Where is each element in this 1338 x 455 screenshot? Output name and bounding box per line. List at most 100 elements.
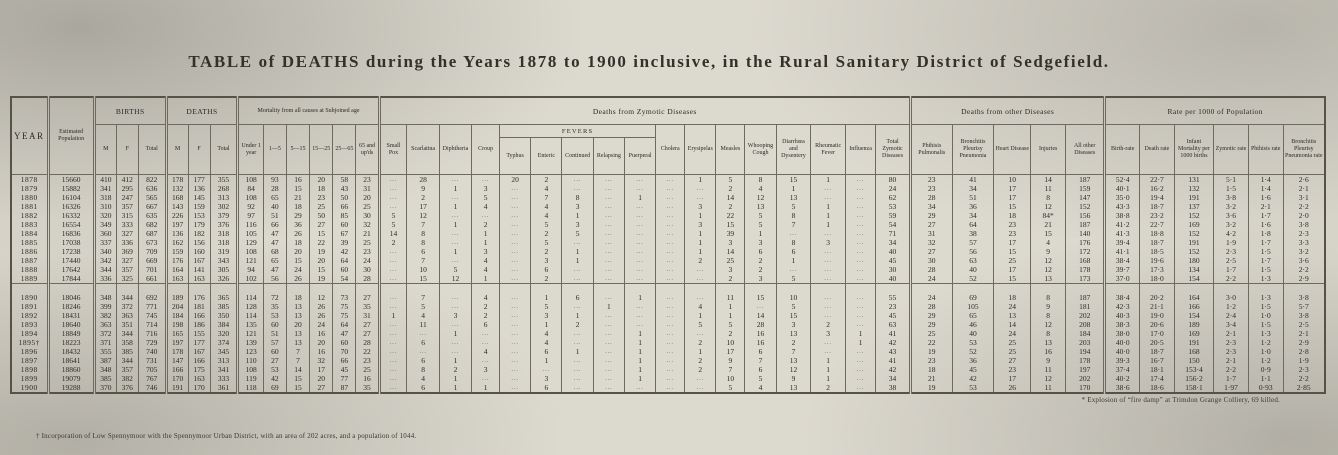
data-cell: 27 [908,247,953,256]
col-header: Influenza [845,124,877,175]
data-cell: 66 [332,356,357,365]
data-cell: 18223 [46,338,95,347]
data-cell: 72 [262,293,287,302]
gap-cell [498,283,532,293]
data-cell: ... [377,247,408,256]
data-cell: 177 [187,338,211,347]
data-cell: 152 [1065,202,1106,211]
data-cell: 23 [875,302,911,311]
data-cell: 66 [262,220,287,229]
data-cell: 1 [438,247,473,256]
gap-cell [845,283,877,293]
data-cell: 2·5 [1282,320,1326,329]
data-cell: 5 [530,220,563,229]
data-cell: ... [406,329,440,338]
data-cell: ... [655,256,686,265]
data-cell: 13 [775,193,812,202]
data-cell: 376 [115,383,139,393]
table-row: 1891 18246 399 372 771 204 181 385 128 35 13 26 75 35… [10,302,1326,311]
data-cell: 21 [1030,220,1067,229]
data-cell: 41·3 [1103,229,1141,238]
data-cell: ... [498,293,532,302]
data-cell: 22 [355,347,380,356]
data-cell: 8 [1030,329,1067,338]
gap-cell [236,283,264,293]
data-cell: 114 [236,293,264,302]
data-cell: 15 [285,374,311,383]
data-cell: 2 [561,320,594,329]
data-cell: 13 [775,329,812,338]
data-cell: 4 [744,383,777,393]
data-cell: ... [377,202,408,211]
data-cell: ... [655,247,686,256]
data-cell: 12 [1030,256,1067,265]
data-cell: 2·8 [1282,347,1326,356]
data-cell: 1 [684,347,717,356]
data-cell: 3 [471,184,500,193]
col-header: All other Diseases [1065,124,1106,175]
col-header: Typhus [498,137,532,175]
gap-cell [655,283,686,293]
data-cell: 187 [1065,293,1106,302]
data-cell: 1 [810,374,847,383]
data-cell: 18 [285,202,311,211]
data-cell: 166 [1173,302,1215,311]
data-cell: 5 [377,220,408,229]
data-cell: 1 [684,174,717,184]
data-cell: 16 [309,329,334,338]
data-cell: 385 [209,302,239,311]
data-cell: 319 [209,247,239,256]
data-cell: 10 [406,265,440,274]
data-cell: 669 [137,256,167,265]
gap-cell [262,283,287,293]
data-cell: 1 [623,329,657,338]
table-row: 1900 19288 370 376 746 191 170 361 118 69 15 27 87 35… [10,383,1326,393]
data-cell: 52 [951,274,995,284]
data-cell: 191 [1173,238,1215,247]
data-cell: 5 [561,229,594,238]
data-cell: 302 [209,202,239,211]
data-cell: 2·1 [1282,184,1326,193]
data-cell: 412 [115,174,139,184]
data-cell: 20 [309,374,334,383]
data-cell: ... [684,293,717,302]
data-cell: 105 [236,229,264,238]
data-cell: 2·2 [1282,202,1326,211]
data-cell: 357 [115,265,139,274]
data-cell: 105 [951,302,995,311]
data-cell: 1 [438,184,473,193]
data-cell: 1 [561,311,594,320]
data-cell: 23 [993,229,1032,238]
data-cell: 186 [187,320,211,329]
data-cell: 52·4 [1103,174,1141,184]
data-cell: ... [561,174,594,184]
data-cell: 385 [115,347,139,356]
data-cell: 360 [92,229,117,238]
data-cell: ... [845,320,877,329]
data-cell: 94 [236,265,264,274]
data-cell: 357 [115,365,139,374]
col-header: F [187,124,211,175]
data-cell: 20·6 [1139,320,1175,329]
data-cell: 349 [92,220,117,229]
data-cell: 23 [309,193,334,202]
data-cell: 10 [715,374,746,383]
data-cell: 2 [684,256,717,265]
data-cell: 17 [406,202,440,211]
data-cell: 168 [1173,347,1215,356]
data-cell: 16 [744,329,777,338]
year-cell: 1887 [10,256,49,265]
data-cell: ... [655,293,686,302]
data-cell: 337 [92,238,117,247]
data-cell: 194 [1065,347,1106,356]
data-cell: 1 [623,193,657,202]
data-cell: 370 [92,383,117,393]
data-cell: 23 [908,184,953,193]
data-cell: 2 [684,338,717,347]
gap-cell [1139,283,1175,293]
data-cell: 97 [236,211,264,220]
data-cell: ... [377,383,408,393]
table-wrap: YEAR Estimated Population BIRTHS DEATHS Mort… [10,96,1326,394]
data-cell: 35 [262,302,287,311]
data-cell: 661 [137,274,167,284]
